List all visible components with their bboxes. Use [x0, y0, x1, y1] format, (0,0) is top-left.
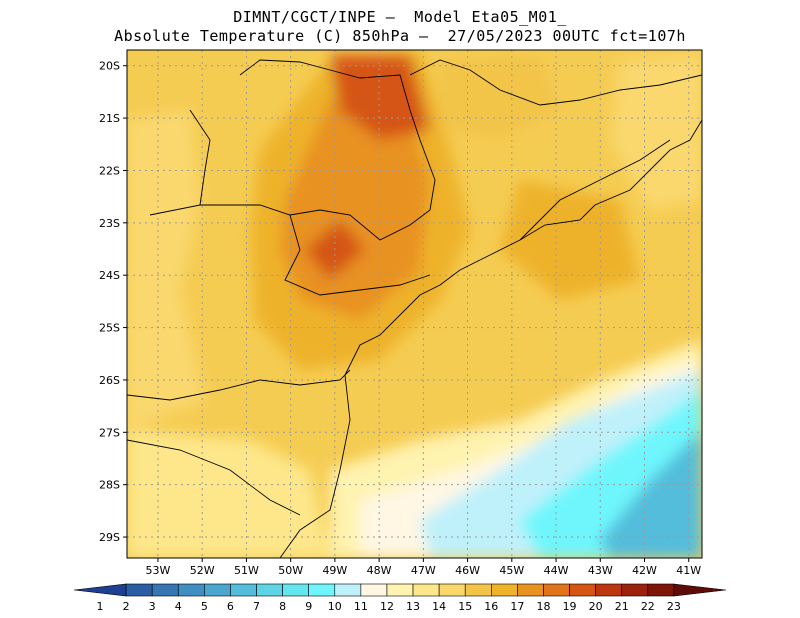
colorbar-label: 11: [354, 600, 368, 613]
lon-label: 42W: [632, 564, 657, 577]
colorbar-label: 10: [328, 600, 342, 613]
colorbar-swatch: [647, 583, 675, 597]
field-northeast-warm: [440, 55, 560, 140]
state-border-rj: [519, 139, 671, 241]
lat-axis: 20S 21S 22S 23S 24S 25S 26S 27S 28S 29S: [99, 60, 127, 544]
colorbar-label: 15: [458, 600, 472, 613]
field-southwest-mild: [127, 430, 330, 558]
colorbar-swatch: [569, 583, 596, 597]
lat-label: 25S: [99, 322, 120, 335]
colorbar-label: 1: [97, 600, 104, 613]
state-border-pr: [284, 214, 431, 296]
lat-label: 22S: [99, 164, 120, 177]
colorbar-swatch: [204, 583, 231, 597]
state-border-sc: [127, 369, 351, 401]
colorbar-swatch: [464, 583, 492, 597]
colorbar-label: 18: [536, 600, 550, 613]
lon-label: 46W: [455, 564, 480, 577]
boundaries: [127, 59, 702, 558]
colorbar-swatch: [177, 583, 205, 597]
field-northeast-mild: [610, 55, 702, 210]
colorbar-swatch: [230, 583, 257, 597]
colorbar-label: 9: [305, 600, 312, 613]
state-border-ms: [189, 109, 211, 206]
colorbar-label: 7: [253, 600, 260, 613]
colorbar-swatch: [256, 583, 283, 597]
colorbar-swatch: [386, 583, 414, 597]
lon-label: 53W: [146, 564, 171, 577]
colorbar-label: 16: [484, 600, 498, 613]
colorbar-label: 12: [380, 600, 394, 613]
colorbar-label: 22: [641, 600, 655, 613]
colorbar-label: 23: [667, 600, 681, 613]
colorbar-label: 20: [589, 600, 603, 613]
plot-frame: [126, 49, 703, 559]
lat-label: 26S: [99, 374, 120, 387]
lon-label: 41W: [676, 564, 701, 577]
colorbar-label: 8: [279, 600, 286, 613]
lon-label: 47W: [411, 564, 436, 577]
colorbar-swatch: [412, 583, 440, 597]
colorbar-swatch: [125, 583, 153, 597]
grid-lines: [127, 50, 702, 558]
state-border-mg: [409, 59, 702, 106]
colorbar-label: 21: [615, 600, 629, 613]
chart-title: DIMNT/CGCT/INPE – Model Eta05_M01_: [233, 8, 567, 26]
lon-label: 44W: [544, 564, 569, 577]
colorbar-swatch: [282, 583, 309, 597]
colorbar-swatch: [491, 583, 518, 597]
colorbar-label: 6: [227, 600, 234, 613]
lon-label: 50W: [278, 564, 303, 577]
field-ocean-coldest: [600, 430, 702, 558]
colorbar-swatch: [151, 583, 179, 597]
lat-label: 29S: [99, 531, 120, 544]
colorbar-label: 4: [175, 600, 182, 613]
colorbar-label: 13: [406, 600, 420, 613]
lat-label: 27S: [99, 426, 120, 439]
colorbar-label: 2: [123, 600, 130, 613]
colorbar-label: 5: [201, 600, 208, 613]
colorbar-label: 3: [149, 600, 156, 613]
colorbar-swatch: [360, 583, 388, 597]
lat-label: 28S: [99, 479, 120, 492]
colorbar-label: 17: [510, 600, 524, 613]
lon-label: 48W: [367, 564, 392, 577]
chart-subtitle: Absolute Temperature (C) 850hPa – 27/05/…: [114, 27, 686, 45]
state-border-rs: [127, 439, 301, 516]
colorbar-swatch: [673, 583, 727, 597]
colorbar-label: 14: [432, 600, 446, 613]
field-east-warm: [500, 180, 640, 300]
lon-label: 49W: [322, 564, 347, 577]
colorbar-swatch: [438, 583, 466, 597]
lon-label: 52W: [190, 564, 215, 577]
colorbar-swatch: [543, 583, 570, 597]
colorbar-swatch: [621, 583, 649, 597]
state-border-sp: [149, 59, 436, 241]
colorbar-swatch: [334, 583, 362, 597]
coastline: [279, 119, 702, 558]
lon-label: 51W: [234, 564, 259, 577]
lat-label: 23S: [99, 217, 120, 230]
lat-label: 24S: [99, 269, 120, 282]
colorbar-swatch: [517, 583, 544, 597]
lon-label: 45W: [499, 564, 524, 577]
colorbar: 1 2 3 4 5 6 7 8 9 10 11 12 13 14 15 16 17 18 19 20 21 22 23: [73, 583, 727, 613]
colorbar-swatch: [595, 583, 623, 597]
colorbar-label: 19: [563, 600, 577, 613]
lon-axis: 53W 52W 51W 50W 49W 48W 47W 46W 45W 44W 43W 42W 41W: [146, 558, 701, 577]
colorbar-swatch: [73, 583, 127, 597]
lat-label: 20S: [99, 60, 120, 73]
field-west-mild: [127, 110, 205, 430]
lon-label: 43W: [588, 564, 613, 577]
colorbar-swatch: [308, 583, 336, 597]
temperature-field: [127, 50, 702, 558]
lat-label: 21S: [99, 112, 120, 125]
